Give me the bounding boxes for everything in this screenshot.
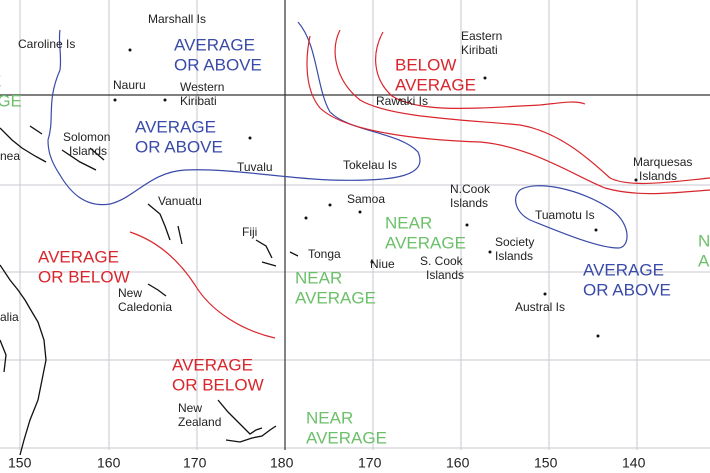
place-name: Solomon xyxy=(63,130,110,144)
region-label: AVERAGE xyxy=(295,288,376,307)
place-name: Zealand xyxy=(178,415,221,429)
region-label: OR BELOW xyxy=(172,375,264,394)
region-label: AVERAGE xyxy=(174,35,255,54)
region-label: OR ABOVE xyxy=(135,137,223,156)
place-name: Austral Is xyxy=(515,300,565,314)
region-label: AVERAGE xyxy=(395,75,476,94)
coastlines xyxy=(0,48,638,456)
place-name: Kiribati xyxy=(461,43,498,57)
longitude-label: 150 xyxy=(534,455,558,471)
region-label: OR ABOVE xyxy=(583,280,671,299)
place-name: alia xyxy=(0,310,19,324)
labels: 150 160 170 180 170 160 150 140 Marshall Is Carol… xyxy=(0,12,710,471)
place-name: Eastern xyxy=(461,29,502,43)
place-name: nea xyxy=(0,149,20,163)
place-name: Caledonia xyxy=(118,300,172,314)
region-label: AVERAGE xyxy=(306,428,387,447)
place-name: Islands xyxy=(426,268,464,282)
place-name: Tonga xyxy=(308,247,341,261)
place-name: Marquesas xyxy=(633,155,692,169)
longitude-label: 180 xyxy=(270,455,294,471)
region-label: AVERAGE xyxy=(583,260,664,279)
place-name: Caroline Is xyxy=(18,37,75,51)
contours xyxy=(47,21,710,339)
region-label: NEAR xyxy=(385,213,432,232)
place-name: New xyxy=(118,286,142,300)
place-name: Nauru xyxy=(113,78,146,92)
region-label: AVERAGE xyxy=(172,355,253,374)
place-name: Kiribati xyxy=(180,94,217,108)
region-label: AVERAGE xyxy=(385,233,466,252)
place-name: Western xyxy=(180,80,224,94)
longitude-label: 160 xyxy=(97,455,121,471)
place-name: Vanuatu xyxy=(158,194,202,208)
longitude-label: 150 xyxy=(8,455,32,471)
place-name: Samoa xyxy=(347,192,385,206)
region-label: AGE xyxy=(0,91,22,110)
place-name: Niue xyxy=(370,257,395,271)
region-label: OR ABOVE xyxy=(174,55,262,74)
place-name: N.Cook xyxy=(450,182,491,196)
longitude-label: 170 xyxy=(183,455,207,471)
longitude-label: 160 xyxy=(446,455,470,471)
place-name: S. Cook xyxy=(420,254,464,268)
place-name: Tuamotu Is xyxy=(535,208,595,222)
region-label: A xyxy=(698,251,710,270)
region-label: OR BELOW xyxy=(38,267,130,286)
place-name: Marshall Is xyxy=(148,12,206,26)
place-name: Islands xyxy=(69,144,107,158)
region-label: NEAR xyxy=(295,268,342,287)
region-label: NEAR xyxy=(306,408,353,427)
place-name: Society xyxy=(495,235,534,249)
place-name: Rawaki Is xyxy=(376,94,428,108)
region-label: AVERAGE xyxy=(38,247,119,266)
place-name: Fiji xyxy=(242,225,257,239)
place-name: Islands xyxy=(450,196,488,210)
place-name: Tokelau Is xyxy=(343,158,397,172)
longitude-label: 140 xyxy=(622,455,646,471)
place-name: Tuvalu xyxy=(237,160,273,174)
place-name: New xyxy=(178,401,202,415)
grid xyxy=(0,0,710,450)
region-label: AVERAGE xyxy=(135,117,216,136)
longitude-label: 170 xyxy=(358,455,382,471)
region-label: BELOW xyxy=(395,55,456,74)
place-name: Islands xyxy=(495,249,533,263)
region-label: N xyxy=(698,231,710,250)
region-label: E xyxy=(0,71,1,90)
place-name: Islands xyxy=(639,169,677,183)
